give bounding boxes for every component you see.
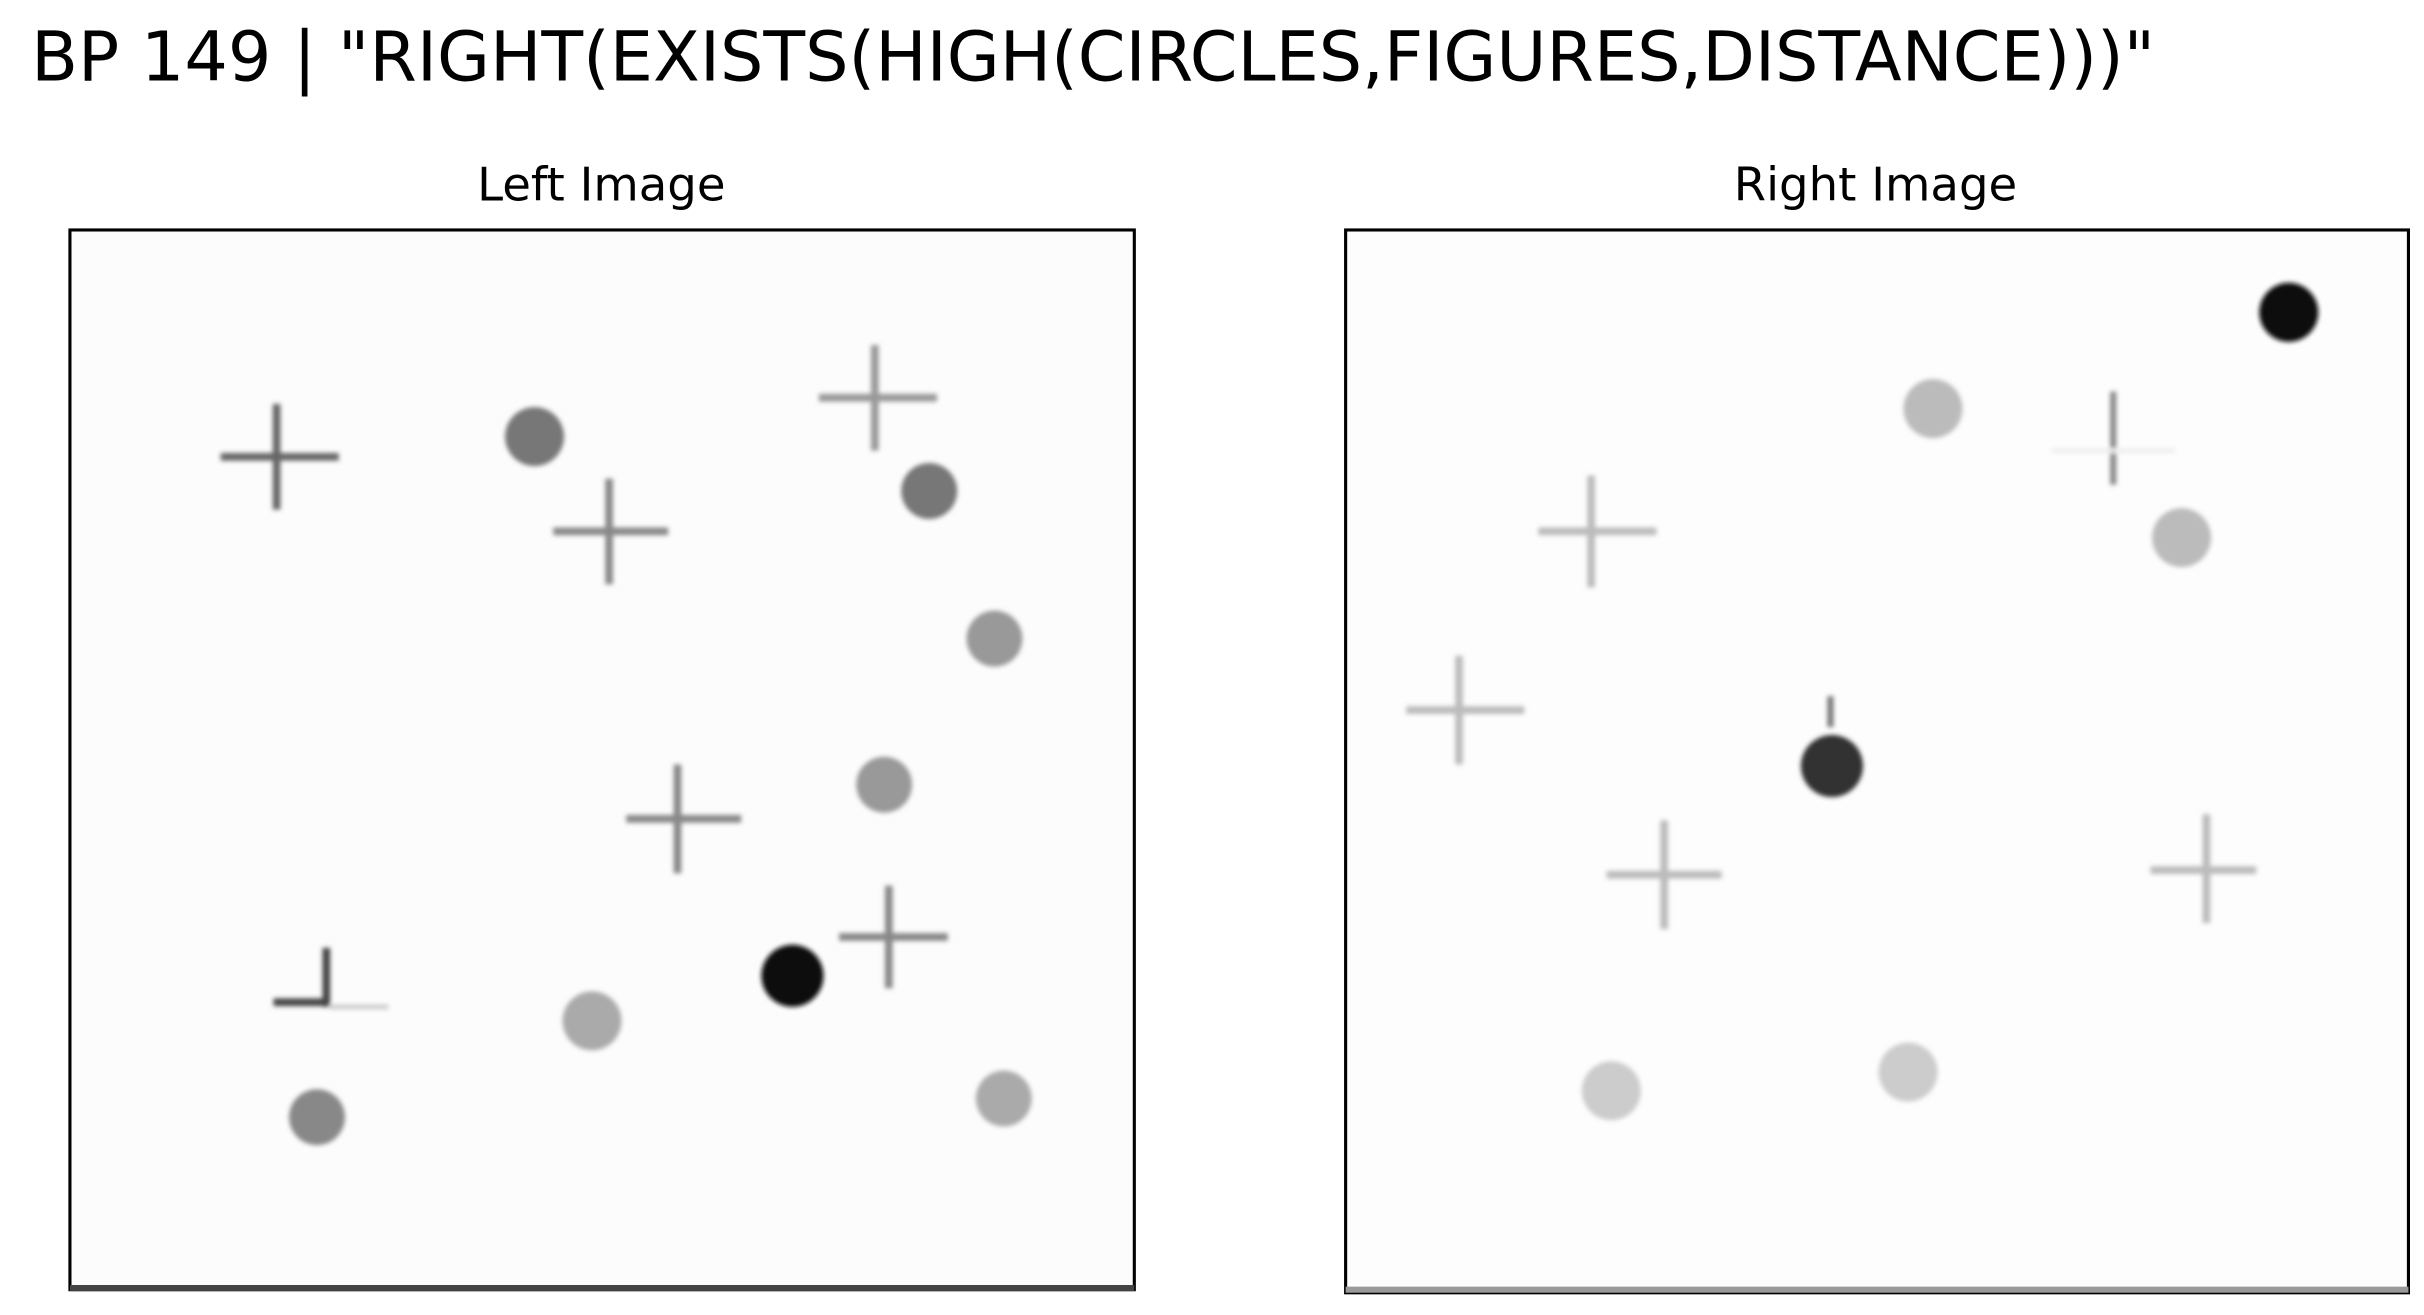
right-image	[1344, 228, 2410, 1295]
left-image	[68, 228, 1136, 1292]
panel-title: Left Image	[477, 158, 725, 212]
panel-title: Right Image	[1734, 158, 2018, 212]
figure-title: BP 149 | "RIGHT(EXISTS(HIGH(CIRCLES,FIGU…	[31, 19, 2155, 98]
